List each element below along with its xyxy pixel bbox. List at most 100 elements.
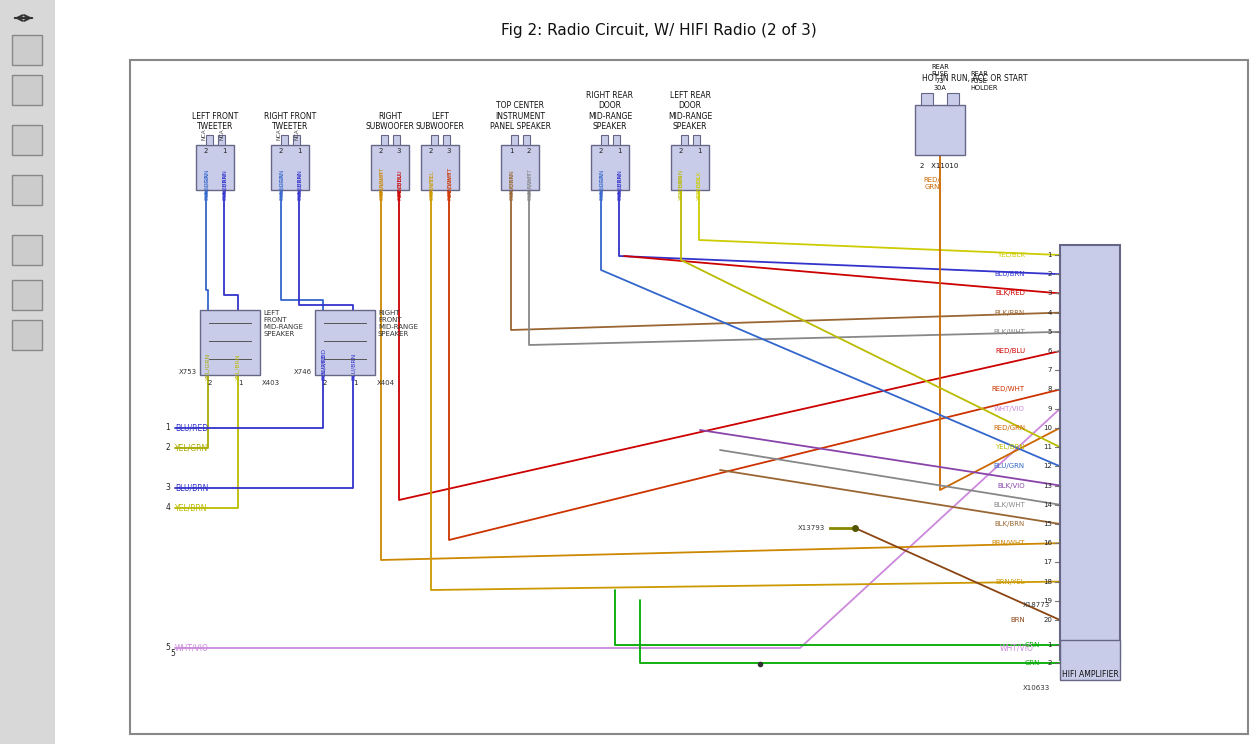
Bar bbox=[501, 145, 538, 190]
Text: NCA: NCA bbox=[294, 129, 299, 140]
Text: X10633: X10633 bbox=[1023, 685, 1050, 691]
Text: RED/BLU: RED/BLU bbox=[995, 348, 1025, 354]
Text: RIGHT FRONT
TWEETER: RIGHT FRONT TWEETER bbox=[264, 112, 316, 131]
Text: YEL/GRN: YEL/GRN bbox=[175, 443, 209, 452]
Text: 2   X11010: 2 X11010 bbox=[920, 163, 959, 169]
Text: BRN/YEL: BRN/YEL bbox=[429, 173, 434, 200]
Bar bbox=[13, 125, 42, 155]
Text: 2: 2 bbox=[323, 380, 327, 386]
Text: BLK/WHT: BLK/WHT bbox=[527, 168, 531, 195]
Text: RED/BLU: RED/BLU bbox=[396, 170, 401, 195]
Text: BLU/GRN: BLU/GRN bbox=[204, 172, 209, 200]
Text: BLU/RED: BLU/RED bbox=[175, 423, 208, 432]
Text: X403: X403 bbox=[262, 380, 281, 386]
Text: 20: 20 bbox=[1043, 617, 1052, 623]
Text: LEFT REAR
DOOR
MID-RANGE
SPEAKER: LEFT REAR DOOR MID-RANGE SPEAKER bbox=[668, 91, 712, 131]
Text: BLU/BRN: BLU/BRN bbox=[616, 169, 621, 195]
Text: 1: 1 bbox=[165, 423, 170, 432]
Bar bbox=[13, 175, 42, 205]
Text: BLK/BRN: BLK/BRN bbox=[508, 169, 513, 195]
Bar bbox=[196, 145, 234, 190]
Text: 6: 6 bbox=[1048, 348, 1052, 354]
Bar bbox=[13, 35, 42, 65]
Text: RED/
GRN: RED/ GRN bbox=[923, 177, 941, 190]
Bar bbox=[200, 310, 260, 375]
Text: 3: 3 bbox=[447, 148, 452, 154]
Text: BLK/WHT: BLK/WHT bbox=[527, 171, 531, 200]
Text: BLU/BRN: BLU/BRN bbox=[351, 353, 356, 380]
Text: YEL/BLK: YEL/BLK bbox=[697, 175, 702, 200]
Text: BLU/GRN: BLU/GRN bbox=[278, 168, 283, 195]
Bar bbox=[13, 235, 42, 265]
Text: X18773: X18773 bbox=[1023, 602, 1050, 608]
Text: RED/WHT: RED/WHT bbox=[991, 386, 1025, 393]
Text: YEL/BRN: YEL/BRN bbox=[175, 504, 208, 513]
Text: 2: 2 bbox=[679, 148, 683, 154]
Text: RIGHT
FRONT
MID-RANGE
SPEAKER: RIGHT FRONT MID-RANGE SPEAKER bbox=[377, 310, 418, 337]
Text: BLK/VIO: BLK/VIO bbox=[998, 483, 1025, 489]
Text: X13793: X13793 bbox=[798, 525, 825, 531]
Text: HIFI AMPLIFIER: HIFI AMPLIFIER bbox=[1062, 670, 1118, 679]
Text: 1: 1 bbox=[616, 148, 621, 154]
Text: 1: 1 bbox=[238, 380, 243, 386]
Text: LEFT FRONT
TWEETER: LEFT FRONT TWEETER bbox=[192, 112, 238, 131]
Text: WHT/VIO: WHT/VIO bbox=[994, 405, 1025, 411]
Text: BRN/YEL: BRN/YEL bbox=[995, 579, 1025, 585]
Text: YEL/BLK: YEL/BLK bbox=[697, 171, 702, 195]
Text: 14: 14 bbox=[1043, 501, 1052, 507]
Bar bbox=[511, 135, 517, 145]
Text: 10: 10 bbox=[1043, 425, 1052, 431]
Text: X404: X404 bbox=[377, 380, 395, 386]
Text: BLU/BRN: BLU/BRN bbox=[221, 169, 226, 195]
Bar bbox=[693, 135, 701, 145]
Text: 16: 16 bbox=[1043, 540, 1052, 546]
Text: 15: 15 bbox=[1043, 521, 1052, 527]
Text: RIGHT REAR
DOOR
MID-RANGE
SPEAKER: RIGHT REAR DOOR MID-RANGE SPEAKER bbox=[586, 91, 634, 131]
Text: 2: 2 bbox=[165, 443, 170, 452]
Bar bbox=[1060, 640, 1120, 680]
Text: 1: 1 bbox=[1048, 252, 1052, 258]
Text: BLU/GRN: BLU/GRN bbox=[599, 172, 604, 200]
Text: LEFT
FRONT
MID-RANGE
SPEAKER: LEFT FRONT MID-RANGE SPEAKER bbox=[263, 310, 303, 337]
Text: YEL/BRN: YEL/BRN bbox=[678, 173, 683, 200]
Text: BLK/WHT: BLK/WHT bbox=[993, 329, 1025, 335]
Text: BLU/RED: BLU/RED bbox=[321, 348, 326, 375]
Text: GRN: GRN bbox=[1024, 642, 1040, 648]
Text: 2: 2 bbox=[279, 148, 283, 154]
Bar bbox=[314, 310, 375, 375]
Text: NCA: NCA bbox=[219, 129, 224, 140]
Text: 5: 5 bbox=[165, 644, 170, 652]
Text: 2: 2 bbox=[208, 380, 213, 386]
Text: BRN/WHT: BRN/WHT bbox=[379, 170, 384, 200]
Text: Fig 2: Radio Circuit, W/ HIFI Radio (2 of 3): Fig 2: Radio Circuit, W/ HIFI Radio (2 o… bbox=[501, 22, 816, 37]
Text: YEL/BLK: YEL/BLK bbox=[998, 252, 1025, 258]
Text: 17: 17 bbox=[1043, 559, 1052, 565]
Bar bbox=[614, 135, 620, 145]
Text: 2: 2 bbox=[1048, 660, 1052, 666]
Text: NCA: NCA bbox=[201, 129, 206, 140]
Text: 2: 2 bbox=[1048, 272, 1052, 278]
Text: 2: 2 bbox=[204, 148, 208, 154]
Text: 2: 2 bbox=[429, 148, 433, 154]
Bar bbox=[219, 135, 225, 145]
Text: RED/BLU: RED/BLU bbox=[396, 173, 401, 200]
Text: RED/WHT: RED/WHT bbox=[447, 167, 452, 195]
Text: WHT/VIO: WHT/VIO bbox=[1000, 644, 1034, 652]
Text: BRN/YEL: BRN/YEL bbox=[429, 170, 434, 195]
Bar bbox=[0, 0, 55, 744]
Text: BLU/BRN: BLU/BRN bbox=[297, 173, 302, 200]
Text: BLU/GRN: BLU/GRN bbox=[204, 168, 209, 195]
Text: BLK/BRN: BLK/BRN bbox=[508, 173, 513, 200]
Text: 19: 19 bbox=[1043, 597, 1052, 604]
Text: BLK/BRN: BLK/BRN bbox=[995, 310, 1025, 315]
Bar bbox=[1060, 245, 1120, 660]
Text: 1: 1 bbox=[697, 148, 701, 154]
Bar bbox=[130, 60, 1248, 734]
Bar bbox=[205, 135, 213, 145]
Text: YEL/GRN: YEL/GRN bbox=[205, 353, 210, 380]
Bar bbox=[947, 93, 959, 105]
Text: 7: 7 bbox=[1048, 368, 1052, 373]
Text: 18: 18 bbox=[1043, 579, 1052, 585]
Text: RED/GRN: RED/GRN bbox=[993, 425, 1025, 431]
Text: 3: 3 bbox=[396, 148, 401, 154]
